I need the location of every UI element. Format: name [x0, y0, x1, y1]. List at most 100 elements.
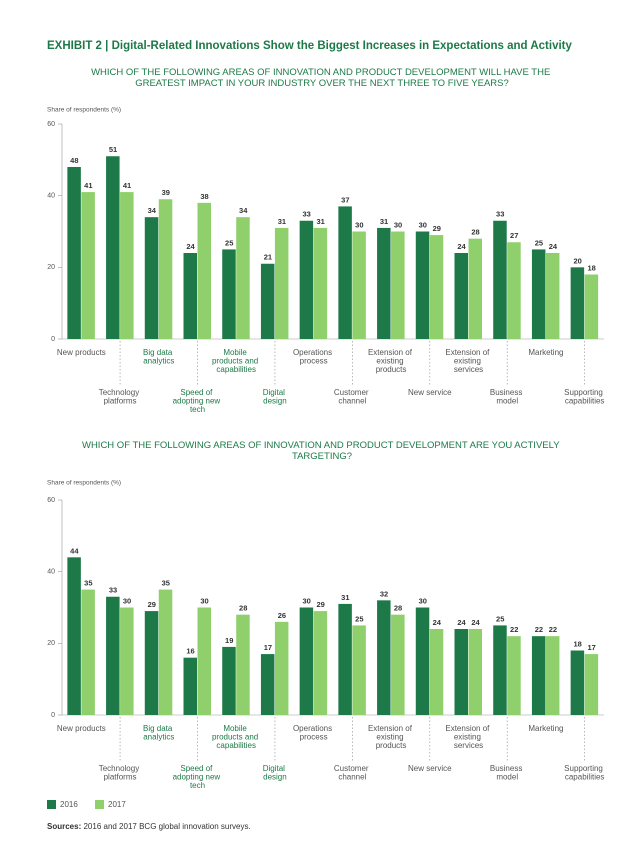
value-label: 24	[457, 242, 466, 251]
x-tick-label: Supporting capabilities	[564, 388, 605, 406]
bar	[570, 267, 585, 339]
value-label: 18	[587, 263, 595, 272]
bar	[391, 614, 405, 715]
x-tick-label: Digital design	[263, 764, 287, 782]
value-label: 30	[419, 596, 427, 605]
legend-label: 2016	[60, 800, 78, 809]
exhibit-heading: Digital-Related Innovations Show the Big…	[112, 40, 573, 52]
x-tick-label: Customer channel	[334, 764, 371, 782]
x-tick-label: Big data analytics	[143, 348, 175, 366]
value-label: 22	[549, 625, 557, 634]
bar	[584, 274, 599, 339]
value-label: 28	[394, 604, 402, 613]
value-label: 16	[186, 647, 194, 656]
value-label: 30	[200, 596, 208, 605]
value-label: 41	[123, 181, 131, 190]
value-label: 24	[549, 242, 558, 251]
value-label: 41	[84, 181, 92, 190]
bar	[454, 253, 468, 339]
x-tick-label: Business model	[490, 388, 525, 406]
value-label: 39	[162, 188, 170, 197]
x-tick-label: Customer channel	[334, 388, 371, 406]
bar	[67, 557, 81, 715]
bar	[197, 202, 211, 339]
x-tick-label: Business model	[490, 764, 525, 782]
bar	[81, 192, 95, 339]
value-label: 37	[341, 195, 349, 204]
value-label: 24	[186, 242, 195, 251]
x-tick-label: New service	[408, 764, 452, 773]
value-label: 31	[316, 217, 324, 226]
bar	[222, 249, 236, 339]
value-label: 25	[535, 238, 543, 247]
value-label: 31	[380, 217, 388, 226]
bar	[81, 589, 95, 715]
bar	[222, 646, 236, 715]
bar	[67, 167, 81, 339]
x-tick-label: New products	[57, 724, 106, 733]
value-label: 28	[471, 228, 479, 237]
bar	[531, 636, 546, 715]
value-label: 25	[355, 614, 363, 623]
value-label: 30	[123, 596, 131, 605]
bar	[415, 607, 430, 715]
value-label: 30	[355, 220, 363, 229]
value-label: 34	[148, 206, 157, 215]
bar	[454, 629, 468, 715]
chart-title: WHICH OF THE FOLLOWING AREAS OF INNOVATI…	[91, 67, 553, 89]
value-label: 34	[239, 206, 248, 215]
bar	[274, 621, 289, 715]
bar	[570, 650, 585, 715]
x-tick-label: Extension of existing products	[368, 724, 414, 750]
x-tick-label: Marketing	[528, 724, 563, 733]
bar	[299, 607, 314, 715]
value-label: 33	[302, 210, 310, 219]
value-label: 30	[302, 596, 310, 605]
bar	[338, 603, 352, 715]
bar	[144, 217, 159, 339]
y-tick-label: 40	[47, 569, 55, 576]
bar	[144, 611, 159, 715]
x-tick-label: Extension of existing services	[445, 348, 491, 374]
legend-swatch	[95, 800, 104, 809]
value-label: 48	[70, 156, 78, 165]
value-label: 22	[535, 625, 543, 634]
value-label: 31	[278, 217, 286, 226]
bar	[468, 629, 482, 715]
bar	[531, 249, 546, 339]
bar	[415, 231, 430, 339]
bar	[377, 600, 391, 715]
source-label: Sources:	[47, 822, 81, 831]
bar	[120, 607, 134, 715]
y-tick-label: 60	[47, 497, 55, 504]
bar	[545, 636, 560, 715]
bar	[274, 227, 289, 339]
bar	[236, 614, 250, 715]
bar	[313, 227, 328, 339]
x-tick-label: Big data analytics	[143, 724, 175, 742]
separator: |	[102, 40, 112, 52]
value-label: 22	[510, 625, 518, 634]
legend-label: 2017	[108, 800, 126, 809]
value-label: 29	[148, 600, 156, 609]
value-label: 20	[573, 256, 581, 265]
x-tick-label: Speed of adopting new tech	[173, 388, 223, 414]
value-label: 26	[278, 611, 286, 620]
bar	[545, 253, 560, 339]
bar	[158, 589, 173, 715]
bar	[106, 156, 120, 339]
bar	[352, 625, 366, 715]
value-label: 29	[433, 224, 441, 233]
x-tick-label: Operations process	[293, 724, 334, 742]
value-label: 24	[433, 618, 442, 627]
value-label: 19	[225, 636, 233, 645]
bar	[584, 654, 599, 715]
value-label: 51	[109, 145, 117, 154]
x-tick-label: Technology platforms	[99, 388, 142, 406]
bar	[299, 220, 314, 339]
value-label: 21	[264, 253, 272, 262]
x-tick-label: Technology platforms	[99, 764, 142, 782]
bar	[106, 596, 120, 715]
bar	[429, 235, 444, 339]
x-tick-label: Mobile products and capabilities	[212, 724, 260, 750]
